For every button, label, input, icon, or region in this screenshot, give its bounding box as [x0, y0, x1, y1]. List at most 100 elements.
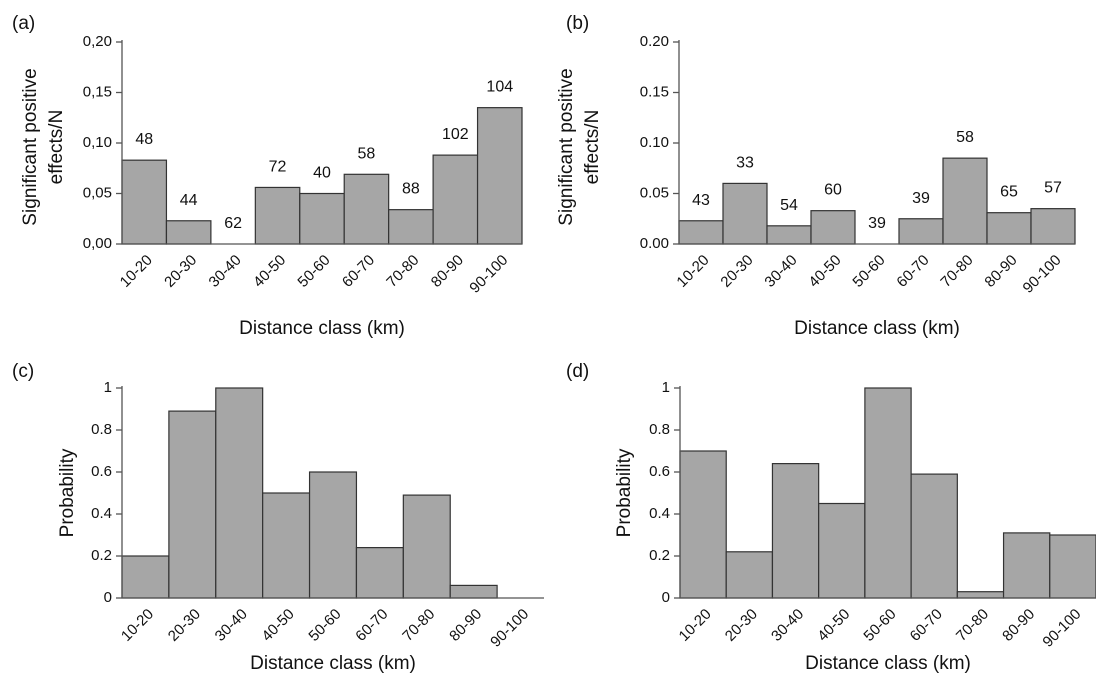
- data-label-b: 33: [736, 154, 754, 171]
- y-tick-label-b: 0.20: [640, 33, 669, 50]
- data-label-b: 39: [868, 215, 886, 232]
- chart-panel-c: (c) 0 0.2 0.4 0.6 0.8 1 10-20 20-30 30-40 40-50 50-…: [12, 361, 544, 674]
- data-label-a: 72: [269, 158, 287, 175]
- bar-c-30-40: [215, 387, 264, 599]
- y-tick-label-a: 0,10: [83, 134, 112, 151]
- x-tick-label-c: 70-80: [399, 606, 438, 645]
- y-tick-label-c: 0.8: [91, 421, 112, 438]
- panel-label-d: (d): [566, 361, 589, 382]
- x-tick-label-d: 50-60: [860, 606, 899, 645]
- x-tick-label-d: 20-30: [722, 606, 761, 645]
- y-tick-label-c: 0.4: [91, 505, 112, 522]
- x-tick-label-a: 60-70: [339, 252, 378, 291]
- x-tick-label-b: 60-70: [893, 252, 932, 291]
- y-tick-label-d: 0.4: [649, 505, 670, 522]
- panel-label-c: (c): [12, 361, 34, 382]
- bar-a-90-100: [476, 107, 523, 245]
- y-tick-label-d: 0.8: [649, 421, 670, 438]
- bar-b-90-100: [1030, 208, 1076, 245]
- data-label-b: 60: [824, 182, 842, 199]
- x-tick-label-a: 80-90: [428, 252, 467, 291]
- y-tick-label-c: 0.2: [91, 547, 112, 564]
- x-tick-label-b: 80-90: [981, 252, 1020, 291]
- x-tick-label-b: 70-80: [937, 252, 976, 291]
- y-tick-label-c: 0.6: [91, 463, 112, 480]
- x-tick-label-a: 10-20: [117, 252, 156, 291]
- x-tick-label-b: 20-30: [717, 252, 756, 291]
- x-tick-label-c: 10-20: [118, 606, 157, 645]
- x-tick-label-a: 50-60: [294, 252, 333, 291]
- x-tick-label-b: 10-20: [673, 252, 712, 291]
- x-tick-label-b: 40-50: [805, 252, 844, 291]
- bar-a-10-20: [121, 159, 168, 245]
- x-axis-title-c: Distance class (km): [250, 653, 416, 674]
- y-tick-label-c: 1: [104, 379, 112, 396]
- bar-d-20-30: [725, 551, 774, 599]
- data-label-a: 44: [180, 192, 198, 209]
- y-tick-label-a: 0,00: [83, 235, 112, 252]
- bar-a-40-50: [254, 186, 301, 245]
- y-axis-title-c: Probability: [57, 448, 78, 537]
- data-label-b: 58: [956, 129, 974, 146]
- chart-panel-b: (b) 0.00 0.05 0.10 0.15 0.20 10-20 20-30 30-40 40…: [556, 13, 1076, 339]
- data-label-b: 39: [912, 190, 930, 207]
- data-label-a: 88: [402, 181, 420, 198]
- y-tick-label-d: 1: [662, 379, 670, 396]
- data-label-a: 102: [442, 126, 469, 143]
- bar-b-40-50: [810, 210, 856, 245]
- bar-b-30-40: [766, 225, 812, 245]
- x-tick-label-d: 60-70: [907, 606, 946, 645]
- x-tick-label-a: 20-30: [161, 252, 200, 291]
- y-axis-title-a: Significant positive: [20, 68, 41, 225]
- y-tick-label-a: 0,05: [83, 184, 112, 201]
- bar-a-50-60: [299, 192, 345, 245]
- data-label-b: 65: [1000, 184, 1018, 201]
- y-tick-label-b: 0.05: [640, 184, 669, 201]
- bar-b-10-20: [678, 220, 724, 245]
- x-tick-label-b: 50-60: [849, 252, 888, 291]
- data-label-a: 62: [224, 215, 242, 232]
- y-tick-label-d: 0: [662, 589, 670, 606]
- x-tick-label-a: 90-100: [466, 252, 511, 297]
- y-tick-label-c: 0: [104, 589, 112, 606]
- x-tick-label-c: 60-70: [352, 606, 391, 645]
- x-tick-label-a: 70-80: [383, 252, 422, 291]
- x-tick-label-c: 40-50: [259, 606, 298, 645]
- bar-c-40-50: [262, 492, 311, 599]
- data-label-a: 58: [358, 145, 376, 162]
- panel-label-a: (a): [12, 13, 35, 34]
- x-tick-label-a: 30-40: [206, 252, 245, 291]
- bar-d-10-20: [679, 450, 727, 599]
- x-axis-title-d: Distance class (km): [805, 653, 971, 674]
- y-axis-title-b: effects/N: [582, 110, 603, 185]
- bar-a-80-90: [432, 154, 479, 245]
- bar-b-80-90: [986, 212, 1032, 245]
- bar-a-70-80: [388, 209, 434, 245]
- bar-c-80-90: [449, 584, 498, 599]
- y-tick-label-b: 0.00: [640, 235, 669, 252]
- data-label-a: 40: [313, 165, 331, 182]
- panel-label-b: (b): [566, 13, 589, 34]
- x-tick-label-c: 90-100: [487, 606, 532, 651]
- data-label-b: 57: [1044, 180, 1062, 197]
- x-tick-label-c: 50-60: [305, 606, 344, 645]
- x-tick-label-d: 30-40: [768, 606, 807, 645]
- x-tick-label-d: 40-50: [814, 606, 853, 645]
- bar-b-60-70: [898, 218, 944, 245]
- chart-panel-d: (d) 0 0.2 0.4 0.6 0.8 1 10-20 20-30 30-40 40-50 50-…: [566, 361, 1096, 674]
- x-tick-label-c: 80-90: [446, 606, 485, 645]
- bar-b-70-80: [942, 157, 988, 245]
- bar-d-80-90: [1002, 532, 1051, 599]
- x-axis-title-a: Distance class (km): [239, 318, 405, 339]
- bar-d-90-100: [1049, 534, 1096, 599]
- bar-c-10-20: [121, 555, 170, 599]
- x-tick-label-c: 20-30: [165, 606, 204, 645]
- x-tick-label-b: 30-40: [761, 252, 800, 291]
- x-tick-label-a: 40-50: [250, 252, 289, 291]
- data-label-b: 54: [780, 197, 798, 214]
- bar-c-60-70: [355, 546, 404, 599]
- x-tick-label-d: 80-90: [999, 606, 1038, 645]
- bar-d-30-40: [771, 463, 820, 599]
